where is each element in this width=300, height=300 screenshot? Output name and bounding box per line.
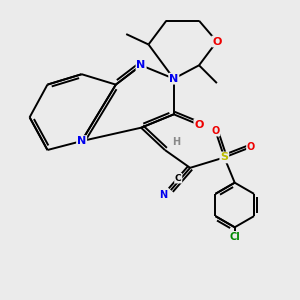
Text: C: C	[175, 174, 181, 183]
Text: N: N	[169, 74, 178, 84]
Text: N: N	[136, 60, 146, 70]
Text: N: N	[159, 190, 167, 200]
Text: O: O	[247, 142, 255, 152]
Text: S: S	[220, 152, 228, 162]
Text: H: H	[172, 137, 180, 147]
Text: O: O	[212, 37, 222, 46]
Text: Cl: Cl	[229, 232, 240, 242]
Text: N: N	[77, 136, 86, 146]
Text: O: O	[211, 126, 220, 136]
Text: O: O	[194, 120, 204, 130]
